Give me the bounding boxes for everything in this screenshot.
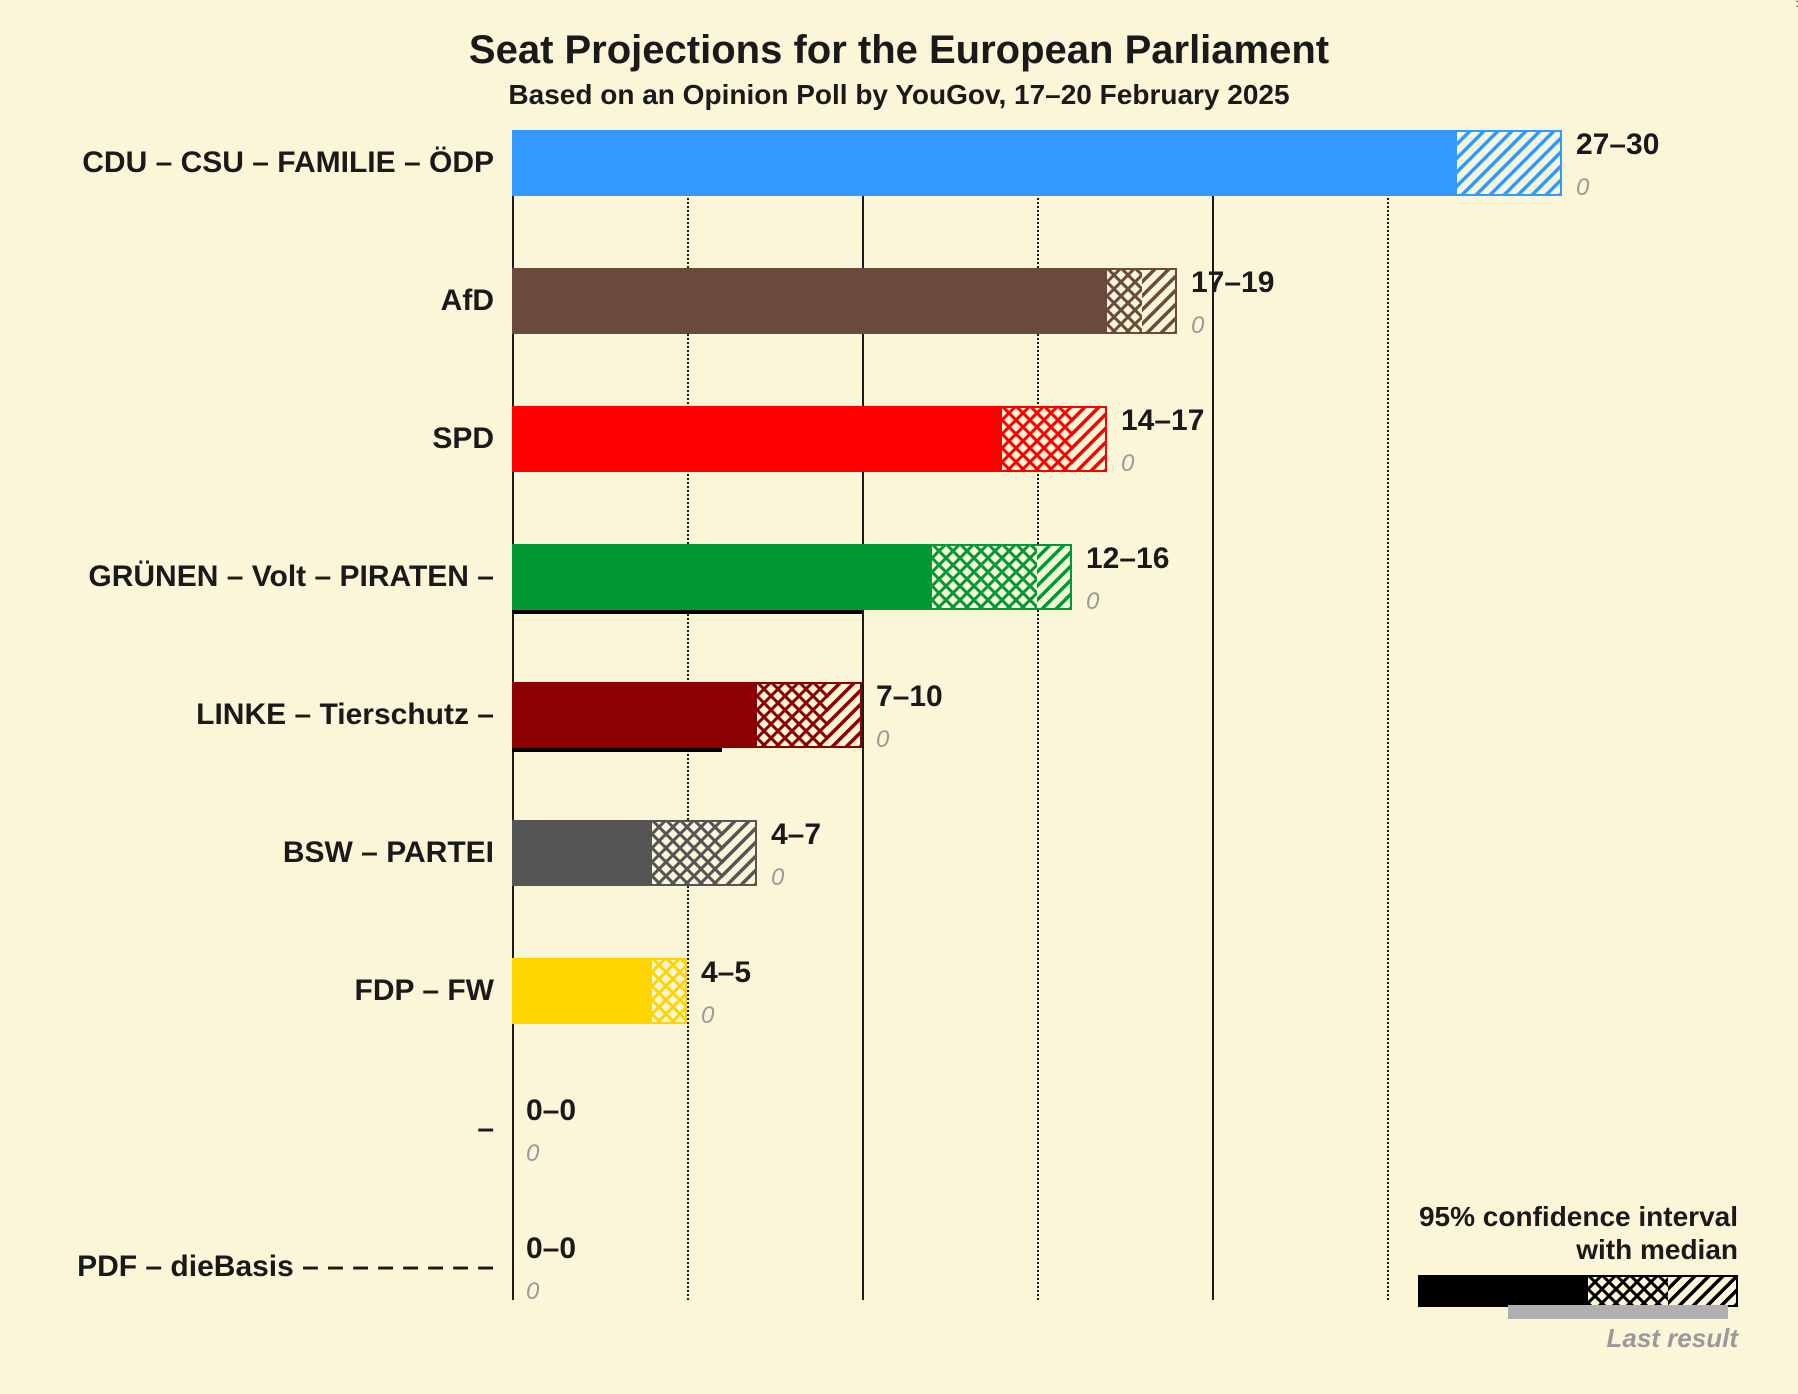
last-result-label: 0 [512, 1140, 539, 1168]
range-label: 17–19 [1177, 266, 1274, 300]
party-row: –0–00 [512, 1096, 1562, 1162]
range-label: 27–30 [1562, 128, 1659, 162]
last-result-label: 0 [1072, 588, 1099, 616]
party-label: PDF – dieBasis – – – – – – – – [77, 1250, 512, 1284]
legend-title-line2: with median [1576, 1234, 1738, 1265]
last-result-label: 0 [862, 726, 889, 754]
legend-last-text: Last result [1607, 1323, 1739, 1353]
bar-wrap: 7–100 [512, 682, 862, 748]
party-label: LINKE – Tierschutz – [196, 698, 512, 732]
range-label: 14–17 [1107, 404, 1204, 438]
range-label: 0–0 [512, 1094, 576, 1128]
party-label: GRÜNEN – Volt – PIRATEN – [88, 560, 512, 594]
party-row: LINKE – Tierschutz –7–100 [512, 682, 1562, 748]
party-label: – [477, 1112, 512, 1146]
party-label: SPD [432, 422, 512, 456]
party-label: FDP – FW [355, 974, 512, 1008]
legend: 95% confidence interval with median Last… [1398, 1200, 1738, 1354]
last-result-label: 0 [512, 1278, 539, 1306]
last-result-label: 0 [757, 864, 784, 892]
range-label: 4–7 [757, 818, 821, 852]
last-result-label: 0 [1107, 450, 1134, 478]
legend-last-bar [1508, 1305, 1728, 1319]
party-row: BSW – PARTEI4–70 [512, 820, 1562, 886]
bar-wrap: 27–300 [512, 130, 1562, 196]
range-label: 0–0 [512, 1232, 576, 1266]
range-label: 7–10 [862, 680, 943, 714]
bar-outline [512, 544, 1072, 610]
party-row: CDU – CSU – FAMILIE – ÖDP27–300 [512, 130, 1562, 196]
party-label: BSW – PARTEI [283, 836, 512, 870]
legend-title-line1: 95% confidence interval [1419, 1201, 1738, 1232]
bar-wrap: 4–70 [512, 820, 757, 886]
copyright: © 2025 Filip van Laenen [1792, 0, 1798, 8]
legend-swatches [1418, 1275, 1738, 1307]
legend-title: 95% confidence interval with median [1398, 1200, 1738, 1267]
bar-outline [512, 958, 687, 1024]
last-result-label: 0 [687, 1002, 714, 1030]
bar-outline [512, 130, 1562, 196]
bar-outline [512, 406, 1107, 472]
subtitle-text: Based on an Opinion Poll by YouGov, 17–2… [508, 79, 1289, 110]
chart-subtitle: Based on an Opinion Poll by YouGov, 17–2… [0, 73, 1798, 111]
range-label: 12–16 [1072, 542, 1169, 576]
party-row: AfD17–190 [512, 268, 1562, 334]
bar-wrap: 12–160 [512, 544, 1072, 610]
party-label: AfD [441, 284, 512, 318]
bar-wrap: 17–190 [512, 268, 1177, 334]
chart-area: CDU – CSU – FAMILIE – ÖDP27–300 AfD17–190… [512, 130, 1562, 1300]
last-result-label: 0 [1177, 312, 1204, 340]
chart-title: Seat Projections for the European Parlia… [0, 0, 1798, 73]
bar-outline [512, 682, 862, 748]
legend-swatch-outline [1418, 1275, 1738, 1307]
title-text: Seat Projections for the European Parlia… [469, 28, 1329, 72]
party-row: FDP – FW4–50 [512, 958, 1562, 1024]
bar-wrap: 14–170 [512, 406, 1107, 472]
copyright-text: © 2025 Filip van Laenen [1792, 0, 1798, 8]
range-label: 4–5 [687, 956, 751, 990]
party-row: GRÜNEN – Volt – PIRATEN –12–160 [512, 544, 1562, 610]
last-result-label: 0 [1562, 174, 1589, 202]
party-row: SPD14–170 [512, 406, 1562, 472]
bar-wrap: 4–50 [512, 958, 687, 1024]
bar-outline [512, 820, 757, 886]
bar-outline [512, 268, 1177, 334]
legend-last-label: Last result [1398, 1323, 1738, 1354]
party-label: CDU – CSU – FAMILIE – ÖDP [82, 146, 512, 180]
